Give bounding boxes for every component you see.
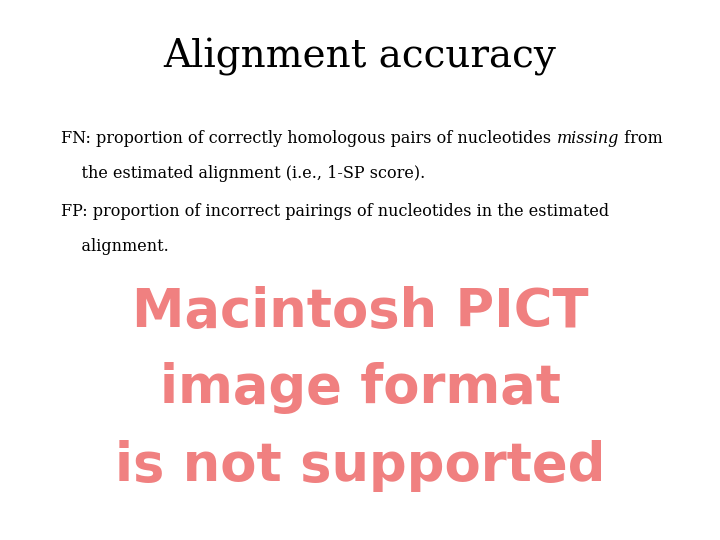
- Text: Macintosh PICT: Macintosh PICT: [132, 286, 588, 338]
- Text: image format: image format: [160, 362, 560, 414]
- Text: missing: missing: [557, 130, 618, 146]
- Text: FP: proportion of incorrect pairings of nucleotides in the estimated: FP: proportion of incorrect pairings of …: [61, 202, 609, 219]
- Text: the estimated alignment (i.e., 1-SP score).: the estimated alignment (i.e., 1-SP scor…: [61, 165, 426, 181]
- Text: alignment.: alignment.: [61, 238, 169, 254]
- Text: from: from: [618, 130, 662, 146]
- Text: Alignment accuracy: Alignment accuracy: [163, 38, 557, 76]
- Text: FN: proportion of correctly homologous pairs of nucleotides: FN: proportion of correctly homologous p…: [61, 130, 557, 146]
- Text: is not supported: is not supported: [114, 440, 606, 492]
